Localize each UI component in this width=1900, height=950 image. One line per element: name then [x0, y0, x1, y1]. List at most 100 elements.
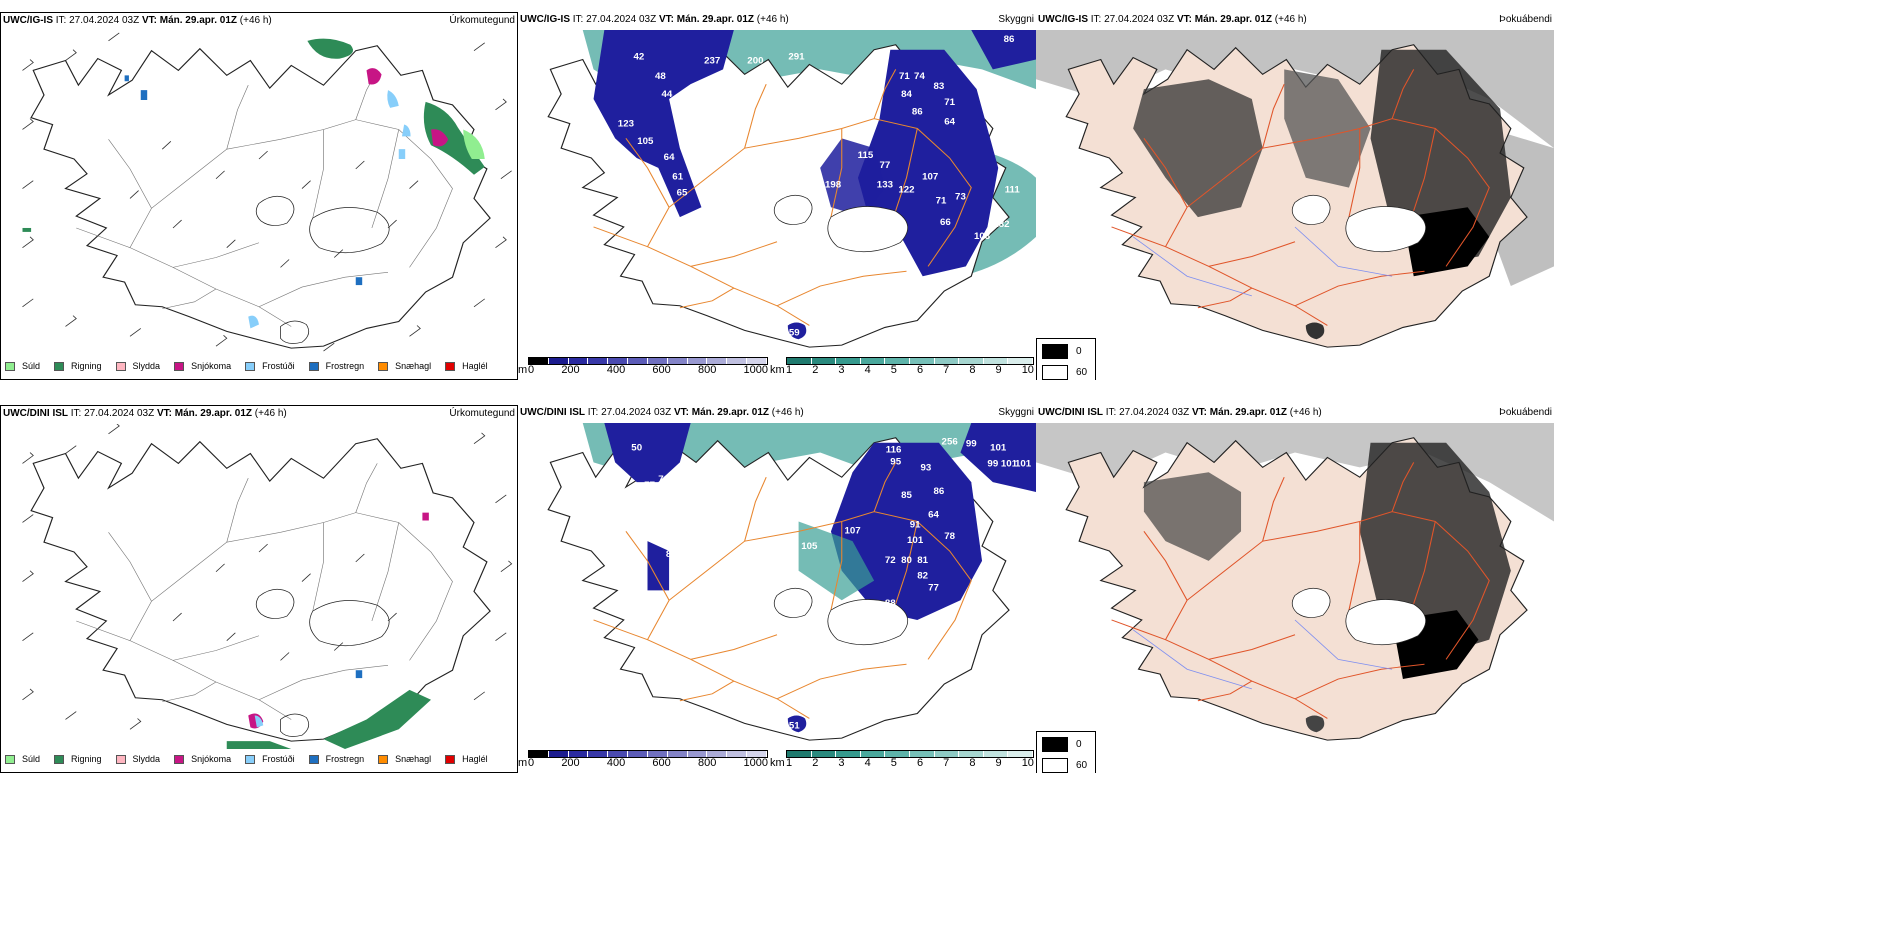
legend-item: Rigning [54, 754, 102, 764]
svg-text:51: 51 [789, 721, 800, 731]
fog-panel-row1: UWC/IG-IS IT: 27.04.2024 03Z VT: Mán. 29… [1036, 12, 1554, 380]
svg-text:73: 73 [955, 192, 966, 202]
fog-legend: 0 60 [1036, 731, 1096, 773]
cloud-visibility-map: 50 76 77 108 100 64 84 85 74 116 95 93 8… [547, 423, 1036, 741]
precip-panel-row2: UWC/DINI ISL IT: 27.04.2024 03Z VT: Mán.… [0, 405, 518, 773]
svg-text:105: 105 [801, 541, 817, 551]
svg-text:101: 101 [907, 536, 923, 546]
svg-text:64: 64 [713, 512, 725, 522]
legend-item: Frostúði [245, 754, 295, 764]
svg-text:48: 48 [715, 137, 726, 147]
visibility-ticks: 1 2 3 4 5 6 7 8 9 10 [786, 364, 1034, 376]
ceiling-colorbar [528, 357, 768, 365]
svg-text:108: 108 [715, 472, 731, 482]
svg-text:256: 256 [942, 437, 958, 447]
cloud-visibility-map: 42 48 44 237 200 291 86 71 74 83 84 71 8… [547, 30, 1036, 348]
svg-text:69: 69 [698, 188, 709, 198]
svg-text:133: 133 [877, 180, 893, 190]
panel-title: UWC/DINI ISL IT: 27.04.2024 03Z VT: Mán.… [520, 407, 804, 418]
svg-text:86: 86 [912, 107, 923, 117]
legend-item: Haglél [445, 754, 488, 764]
svg-text:101: 101 [1001, 459, 1017, 469]
svg-text:95: 95 [890, 457, 901, 467]
legend-item: Slydda [115, 754, 160, 764]
panel-title: UWC/IG-IS IT: 27.04.2024 03Z VT: Mán. 29… [3, 15, 272, 26]
svg-text:61: 61 [672, 172, 683, 182]
svg-text:76: 76 [658, 474, 669, 484]
svg-text:72: 72 [885, 555, 896, 565]
legend-item: Frostúði [245, 361, 295, 371]
svg-text:99: 99 [966, 439, 977, 449]
panel-subtitle-precip-type: Úrkomutegund [449, 15, 515, 26]
fog-legend: 0 60 [1036, 338, 1096, 380]
svg-text:237: 237 [704, 56, 720, 66]
panel-subtitle-fog: Þokuábendi [1499, 407, 1552, 418]
fog-index-map [1036, 30, 1554, 355]
ceiling-unit: m [518, 757, 528, 769]
svg-text:59: 59 [789, 328, 800, 338]
svg-text:115: 115 [858, 150, 874, 160]
svg-text:50: 50 [631, 443, 642, 453]
precip-legend: Súld Rigning Slydda Snjókoma Frostúði Fr… [5, 361, 502, 371]
precip-type-map [22, 424, 513, 749]
svg-text:48: 48 [655, 72, 666, 82]
legend-item: Haglél [445, 361, 488, 371]
svg-text:84: 84 [901, 89, 913, 99]
svg-text:88: 88 [885, 599, 896, 609]
svg-text:182: 182 [993, 219, 1009, 229]
svg-text:77: 77 [880, 160, 891, 170]
svg-text:78: 78 [944, 532, 955, 542]
precip-legend: Súld Rigning Slydda Snjókoma Frostúði Fr… [5, 754, 502, 764]
svg-text:77: 77 [928, 583, 939, 593]
svg-text:65: 65 [677, 188, 688, 198]
legend-item: Snjókoma [174, 361, 231, 371]
legend-item: Rigning [54, 361, 102, 371]
svg-text:77: 77 [644, 480, 655, 490]
init-time: 27.04.2024 03Z [69, 15, 140, 26]
fog-index-map [1036, 423, 1554, 748]
ceiling-ticks: 0 200 400 600 800 1000 [528, 364, 768, 376]
visibility-unit: km [770, 364, 785, 376]
svg-text:84: 84 [653, 532, 665, 542]
legend-item: Slydda [115, 361, 160, 371]
precip-panel-row1: UWC/IG-IS IT: 27.04.2024 03Z VT: Mán. 29… [0, 12, 518, 380]
svg-text:74: 74 [681, 561, 693, 571]
panel-subtitle-visibility: Skyggni [998, 407, 1034, 418]
legend-item: Snjókoma [174, 754, 231, 764]
ceiling-labels: 50 76 77 108 100 64 84 85 74 116 95 93 8… [631, 437, 1031, 730]
svg-text:122: 122 [898, 185, 914, 195]
svg-text:101: 101 [1015, 459, 1031, 469]
cloud-panel-row1: UWC/IG-IS IT: 27.04.2024 03Z VT: Mán. 29… [518, 12, 1036, 380]
panel-subtitle-precip-type: Úrkomutegund [449, 408, 515, 419]
wind-barbs [22, 32, 512, 352]
svg-text:80: 80 [901, 555, 912, 565]
svg-text:107: 107 [922, 172, 938, 182]
precip-rain-area [22, 38, 485, 329]
model-name: UWC/DINI ISL [3, 408, 68, 419]
svg-text:86: 86 [933, 486, 944, 496]
svg-text:64: 64 [664, 152, 676, 162]
svg-text:198: 198 [825, 180, 841, 190]
visibility-colorbar [786, 750, 1034, 758]
legend-item: Súld [5, 361, 40, 371]
ceiling-colorbar [528, 750, 768, 758]
svg-text:123: 123 [618, 119, 634, 129]
panel-title: UWC/DINI ISL IT: 27.04.2024 03Z VT: Mán.… [1038, 407, 1322, 418]
legend-item: Snæhagl [378, 361, 431, 371]
panel-title: UWC/DINI ISL IT: 27.04.2024 03Z VT: Mán.… [3, 408, 287, 419]
svg-text:71: 71 [936, 196, 947, 206]
visibility-unit: km [770, 757, 785, 769]
svg-text:64: 64 [944, 117, 956, 127]
panel-title: UWC/IG-IS IT: 27.04.2024 03Z VT: Mán. 29… [520, 14, 789, 25]
svg-text:85: 85 [901, 490, 912, 500]
valid-time: Mán. 29.apr. 01Z [159, 15, 238, 26]
svg-text:105: 105 [637, 137, 653, 147]
svg-text:111: 111 [1005, 185, 1020, 195]
svg-text:66: 66 [940, 217, 951, 227]
svg-text:64: 64 [928, 510, 940, 520]
cloud-panel-row2: UWC/DINI ISL IT: 27.04.2024 03Z VT: Mán.… [518, 405, 1036, 773]
panel-title: UWC/IG-IS IT: 27.04.2024 03Z VT: Mán. 29… [1038, 14, 1307, 25]
svg-text:83: 83 [933, 81, 944, 91]
legend-item: Frostregn [308, 361, 364, 371]
precip-type-map [22, 32, 512, 352]
